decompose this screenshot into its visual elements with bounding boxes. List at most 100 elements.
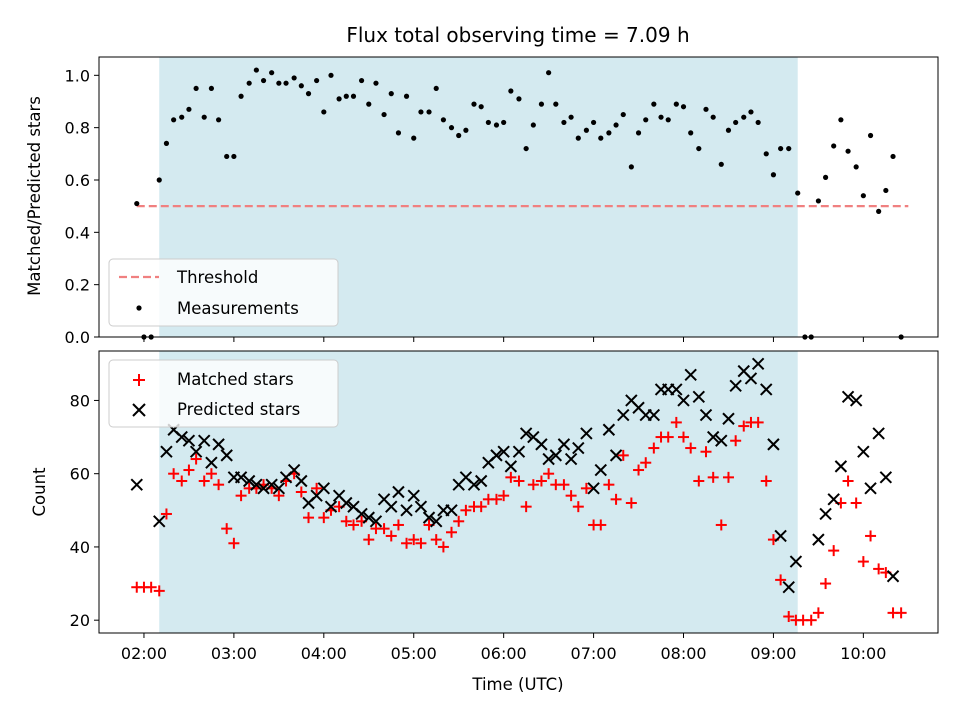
measurement-point xyxy=(583,127,589,133)
measurement-point xyxy=(876,208,882,214)
measurement-point xyxy=(845,148,851,154)
matched-star-point xyxy=(311,482,323,494)
matched-star-point xyxy=(873,563,885,575)
measurement-point xyxy=(523,145,529,152)
bottom-x-tick-label: 10:00 xyxy=(840,644,886,663)
matched-star-point xyxy=(535,475,547,487)
measurement-point xyxy=(411,135,417,141)
matched-star-point xyxy=(865,530,877,542)
predicted-legend-swatch xyxy=(132,403,146,417)
measurement-point xyxy=(688,130,694,136)
matched-star-point xyxy=(662,431,674,443)
matched-star-point xyxy=(572,501,584,513)
measurement-point xyxy=(786,145,792,152)
predicted-star-point xyxy=(422,511,436,524)
matched-star-point xyxy=(520,501,532,513)
predicted-star-point xyxy=(504,460,518,473)
matched-star-point xyxy=(415,537,427,549)
matched-star-point xyxy=(693,475,705,487)
matched-star-point xyxy=(558,479,570,491)
measurement-point xyxy=(433,85,439,92)
predicted-star-point xyxy=(542,452,555,466)
matched-star-point xyxy=(228,537,240,549)
predicted-star-point xyxy=(722,412,735,425)
measurement-point xyxy=(260,77,267,84)
matched-star-point xyxy=(190,453,202,465)
measurement-point xyxy=(680,104,687,110)
predicted-star-point xyxy=(886,570,900,583)
predicted-star-point xyxy=(392,485,405,499)
measurement-point xyxy=(321,109,327,115)
matched-star-point xyxy=(490,493,502,505)
bottom-x-tick-label: 03:00 xyxy=(211,644,257,663)
matched-star-point xyxy=(145,581,157,593)
predicted-star-point xyxy=(744,372,758,385)
measurement-point xyxy=(725,127,732,133)
predicted-stars-points xyxy=(130,357,900,594)
measurement-point xyxy=(651,101,657,107)
predicted-star-point xyxy=(467,478,481,491)
matched-star-point xyxy=(783,611,795,623)
matched-star-point xyxy=(437,541,449,553)
bottom-x-tick-label: 07:00 xyxy=(571,644,617,663)
matched-star-point xyxy=(820,578,832,590)
measurement-point xyxy=(822,174,829,180)
matched-star-point xyxy=(513,475,525,487)
measurement-point xyxy=(276,80,282,86)
top-panel-frame xyxy=(98,56,939,338)
matched-star-point xyxy=(221,523,233,535)
measurement-point xyxy=(508,88,514,94)
measurement-point xyxy=(561,119,567,126)
bottom-y-ticks: 20 40 60 80 xyxy=(70,391,99,630)
predicted-star-point xyxy=(647,408,661,422)
top-y-axis-title: Matched/Predicted stars xyxy=(25,96,44,296)
top-legend-box xyxy=(108,258,339,327)
matched-star-point xyxy=(318,512,330,524)
predicted-star-point xyxy=(729,379,742,392)
matched-star-point xyxy=(527,479,539,491)
matched-star-point xyxy=(895,607,907,619)
matched-star-point xyxy=(213,479,225,491)
measurement-point xyxy=(403,93,410,99)
measurement-point xyxy=(388,91,394,97)
top-y-tick-label: 0.4 xyxy=(65,223,90,242)
measurement-point xyxy=(890,153,896,160)
measurement-point xyxy=(516,96,522,102)
matched-star-point xyxy=(580,482,592,494)
measurement-point xyxy=(575,135,581,141)
predicted-star-point xyxy=(220,449,233,462)
matched-star-point xyxy=(183,464,195,476)
bottom-y-tick-label: 40 xyxy=(70,538,90,557)
matched-star-point xyxy=(385,530,397,542)
predicted-star-point xyxy=(789,555,803,568)
measurement-point xyxy=(778,145,784,152)
predicted-star-point xyxy=(572,441,585,455)
measurement-point xyxy=(613,122,619,128)
matched-star-point xyxy=(565,490,577,502)
predicted-star-point xyxy=(857,445,870,458)
predicted-star-point xyxy=(182,434,196,447)
predicted-legend-label: Predicted stars xyxy=(177,400,300,419)
measurement-point xyxy=(718,161,724,167)
matched-star-point xyxy=(603,479,615,491)
matched-star-point xyxy=(475,501,487,513)
measurement-point xyxy=(748,109,754,115)
predicted-star-point xyxy=(684,368,697,382)
measurement-point xyxy=(741,114,747,120)
predicted-star-point xyxy=(602,423,616,436)
measurement-point xyxy=(620,111,626,118)
bottom-legend: Matched stars Predicted stars xyxy=(108,359,339,428)
predicted-star-point xyxy=(324,500,338,513)
predicted-star-point xyxy=(130,478,143,491)
predicted-star-point xyxy=(864,482,877,495)
measurement-point xyxy=(373,80,379,86)
measurement-point xyxy=(628,164,634,170)
matched-star-point xyxy=(700,446,712,458)
measurement-point xyxy=(253,67,259,73)
predicted-star-point xyxy=(198,434,211,447)
predicted-star-point xyxy=(295,474,308,488)
predicted-star-point xyxy=(609,449,623,462)
predicted-star-point xyxy=(715,434,728,447)
matched-star-point xyxy=(160,508,172,520)
bottom-y-tick-label: 20 xyxy=(70,611,90,630)
